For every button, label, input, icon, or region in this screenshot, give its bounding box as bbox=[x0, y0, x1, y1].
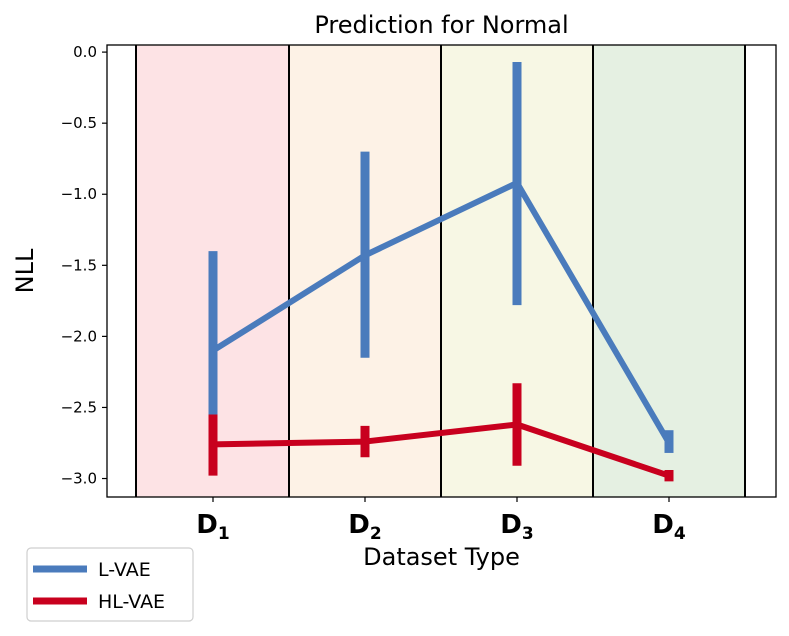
legend-label-l-vae: L-VAE bbox=[98, 559, 151, 581]
plot-frame bbox=[106, 44, 777, 498]
x-tick-label: D2 bbox=[348, 510, 381, 544]
x-axis: D1 D2 D3 D4 bbox=[196, 497, 686, 544]
category-subscript: 1 bbox=[218, 524, 230, 544]
y-tick-label: −1.0 bbox=[61, 185, 97, 203]
y-tick-label: −2.5 bbox=[61, 398, 97, 416]
y-axis: 0.0 −0.5 −1.0 −1.5 −2.0 −2.5 −3.0 bbox=[61, 43, 107, 488]
y-axis-label: NLL bbox=[11, 248, 39, 293]
chart-title: Prediction for Normal bbox=[314, 11, 568, 39]
y-tick-label: 0.0 bbox=[73, 43, 97, 61]
category-subscript: 2 bbox=[370, 524, 382, 544]
x-tick-label: D1 bbox=[196, 510, 229, 544]
x-tick-label: D3 bbox=[500, 510, 533, 544]
series-hl-vae bbox=[208, 383, 674, 482]
x-tick-label: D4 bbox=[652, 510, 686, 544]
y-tick-label: −0.5 bbox=[61, 114, 97, 132]
category-letter: D bbox=[348, 510, 370, 540]
series-layer bbox=[208, 62, 674, 482]
series-line-hl-vae bbox=[212, 421, 670, 479]
category-letter: D bbox=[500, 510, 522, 540]
category-letter: D bbox=[196, 510, 218, 540]
legend-label-hl-vae: HL-VAE bbox=[98, 591, 165, 613]
y-tick-label: −3.0 bbox=[61, 470, 97, 488]
region-dividers bbox=[135, 45, 746, 497]
legend: L-VAE HL-VAE bbox=[26, 547, 194, 622]
y-tick-label: −2.0 bbox=[61, 327, 97, 345]
y-tick-label: −1.5 bbox=[61, 256, 97, 274]
category-subscript: 4 bbox=[674, 524, 686, 544]
category-letter: D bbox=[652, 510, 674, 540]
region-4 bbox=[593, 45, 745, 497]
series-line-l-vae bbox=[211, 179, 672, 445]
x-axis-label: Dataset Type bbox=[363, 543, 520, 571]
series-l-vae bbox=[208, 62, 674, 453]
category-subscript: 3 bbox=[522, 524, 534, 544]
